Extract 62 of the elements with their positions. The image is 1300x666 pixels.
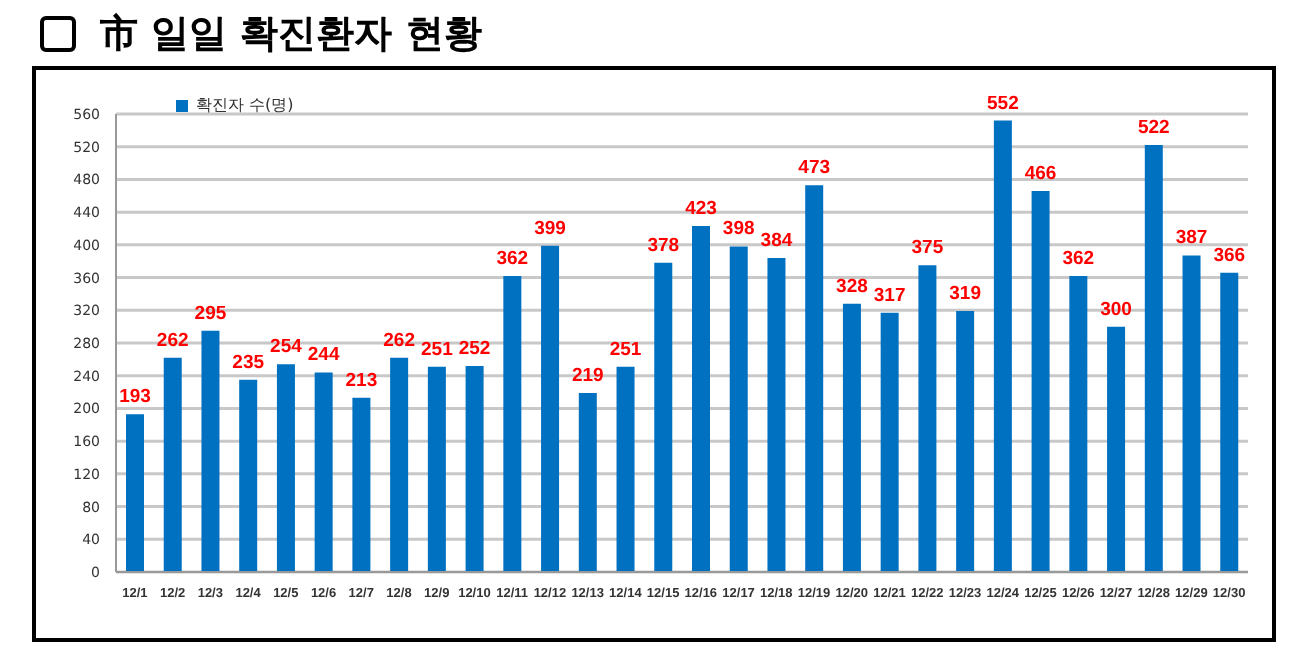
data-label: 254 <box>270 336 304 359</box>
data-label: 552 <box>987 92 1019 115</box>
bar <box>503 275 522 572</box>
bar <box>956 311 975 572</box>
bar <box>1069 275 1088 572</box>
bar <box>314 372 333 572</box>
data-label: 319 <box>949 283 981 306</box>
data-label: 262 <box>156 329 189 352</box>
data-label: 398 <box>722 218 755 241</box>
data-label: 219 <box>571 364 604 387</box>
bar <box>126 414 144 572</box>
bar <box>616 366 635 572</box>
data-label: 378 <box>647 234 680 257</box>
data-label: 244 <box>307 344 341 367</box>
data-label: 251 <box>609 338 643 361</box>
bar <box>842 303 861 572</box>
bar <box>1031 190 1050 572</box>
data-label: 193 <box>119 386 151 409</box>
bar <box>352 397 371 572</box>
bar <box>276 364 295 572</box>
bar <box>692 226 710 572</box>
chart-title: 市 일일 확진환자 현황 <box>100 10 482 60</box>
bar <box>1144 145 1163 572</box>
data-label: 362 <box>496 247 529 270</box>
data-label: 328 <box>836 275 868 298</box>
bar <box>390 357 409 572</box>
data-label: 522 <box>1137 117 1170 140</box>
data-label: 213 <box>345 369 378 392</box>
data-label: 300 <box>1100 298 1132 321</box>
bar <box>201 330 220 572</box>
bar <box>465 365 484 572</box>
data-label: 366 <box>1213 244 1246 267</box>
bar <box>1220 272 1239 572</box>
data-label: 251 <box>421 338 455 361</box>
bar <box>541 245 560 572</box>
data-label: 262 <box>383 329 415 352</box>
data-label: 384 <box>760 229 794 252</box>
data-label: 362 <box>1062 247 1095 270</box>
bar <box>1107 326 1126 572</box>
data-label: 423 <box>685 198 717 221</box>
bar <box>993 120 1012 572</box>
bar <box>578 392 597 572</box>
bar <box>918 265 937 572</box>
data-label: 466 <box>1024 162 1057 185</box>
bar <box>654 262 673 572</box>
data-label: 295 <box>194 302 228 325</box>
data-label: 235 <box>232 351 266 374</box>
data-label: 387 <box>1175 227 1208 250</box>
bar <box>427 366 446 572</box>
data-label: 252 <box>458 337 491 360</box>
bar <box>239 379 258 572</box>
bar <box>1182 255 1201 572</box>
bar <box>880 312 899 572</box>
data-label: 317 <box>873 284 906 307</box>
legend-label: 확진자 수(명) <box>196 96 294 114</box>
bar <box>729 246 748 572</box>
bar <box>767 257 786 572</box>
bar <box>805 185 824 572</box>
data-label: 399 <box>534 217 566 240</box>
data-label: 375 <box>911 237 945 260</box>
data-label: 473 <box>798 157 831 180</box>
bar <box>163 357 182 572</box>
